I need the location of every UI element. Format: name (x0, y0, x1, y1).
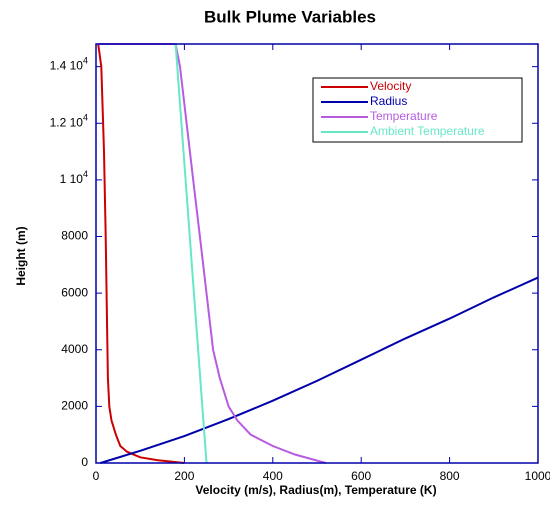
y-tick-label: 1 104 (60, 169, 88, 186)
series-line (98, 43, 327, 464)
y-tick-base: 1 10 (60, 172, 84, 186)
y-axis-label: Height (m) (14, 226, 28, 285)
legend-label: Radius (370, 94, 407, 108)
legend-label: Ambient Temperature (370, 124, 485, 138)
y-tick-label: 2000 (61, 399, 88, 413)
y-tick-label: 1.4 104 (50, 56, 88, 73)
x-axis-label: Velocity (m/s), Radius(m), Temperature (… (195, 483, 436, 497)
y-tick-base: 1.4 10 (50, 59, 84, 73)
x-tick-label: 400 (263, 469, 283, 483)
x-tick-label: 1000 (525, 469, 550, 483)
series-line (97, 43, 185, 464)
y-tick-label: 0 (81, 455, 88, 469)
y-tick-exponent: 4 (83, 113, 88, 123)
legend-label: Velocity (370, 79, 411, 93)
chart-title: Bulk Plume Variables (204, 7, 376, 26)
y-tick-exponent: 4 (83, 56, 88, 66)
x-tick-label: 800 (440, 469, 460, 483)
y-tick-label: 6000 (61, 285, 88, 299)
y-tick-label: 1.2 104 (50, 113, 88, 130)
y-tick-base: 1.2 10 (50, 115, 84, 129)
y-tick-label: 8000 (61, 229, 88, 243)
y-tick-label: 4000 (61, 342, 88, 356)
legend-label: Temperature (370, 109, 438, 123)
x-tick-label: 0 (93, 469, 100, 483)
x-tick-label: 600 (351, 469, 371, 483)
x-tick-label: 200 (174, 469, 194, 483)
plot-frame (95, 43, 539, 464)
y-tick-exponent: 4 (83, 169, 88, 179)
series-line (100, 276, 539, 464)
series-line (174, 43, 208, 464)
